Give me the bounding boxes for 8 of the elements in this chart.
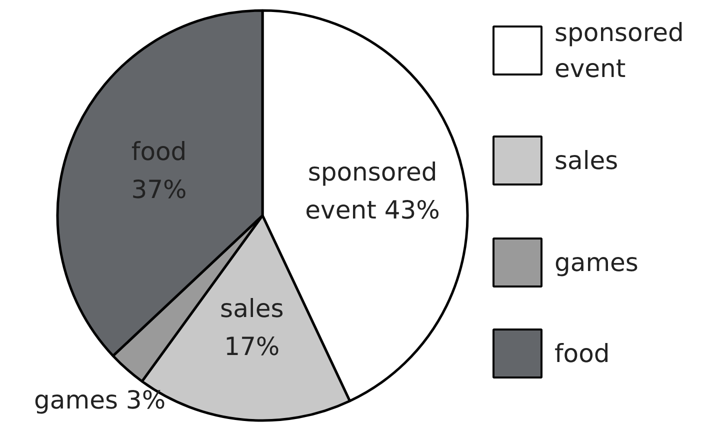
data-label: food 37%: [131, 137, 187, 204]
data-label: games 3%: [34, 386, 166, 415]
legend-label: sponsored event: [554, 18, 684, 83]
data-label: sponsored event 43%: [305, 157, 440, 224]
legend-label: games: [554, 248, 638, 277]
legend-label: food: [554, 339, 610, 368]
data-label: sales 17%: [220, 294, 284, 362]
legend-label: sales: [554, 146, 618, 175]
